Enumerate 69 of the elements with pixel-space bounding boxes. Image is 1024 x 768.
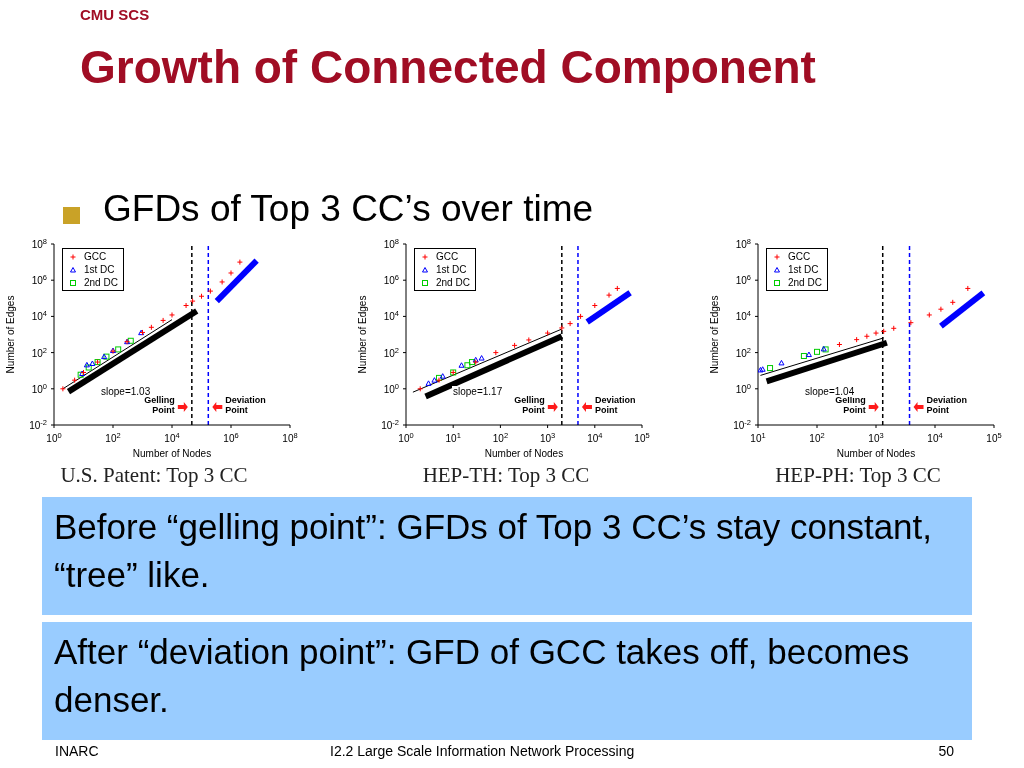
x-tick-label: 10$^{3}$ bbox=[868, 430, 884, 444]
x-tick-label: 10$^{5}$ bbox=[986, 430, 1002, 444]
x-tick-label: 10$^{4}$ bbox=[587, 430, 603, 444]
annotation: slope=1.17 bbox=[453, 386, 503, 397]
x-tick-label: 10$^{4}$ bbox=[927, 430, 943, 444]
legend-label: GCC bbox=[788, 250, 811, 263]
legend-label: 2nd DC bbox=[436, 276, 470, 289]
y-tick-label: 10$^{0}$ bbox=[31, 381, 47, 395]
ref-line-label: Gelling Point bbox=[835, 395, 866, 415]
x-tick-label: 10$^{2}$ bbox=[809, 430, 825, 444]
x-tick-label: 10$^{0}$ bbox=[46, 430, 62, 444]
y-tick-label: 10$^{8}$ bbox=[735, 236, 751, 250]
y-axis-title: Number of Edges bbox=[356, 295, 368, 374]
ref-line-label: Gelling Point bbox=[514, 395, 545, 415]
y-tick-label: 10$^{6}$ bbox=[31, 272, 47, 287]
ref-line-label: Deviation Point bbox=[594, 395, 636, 415]
text: 50 bbox=[938, 743, 954, 759]
x-tick-label: 10$^{1}$ bbox=[750, 430, 766, 444]
y-tick-label: 10$^{4}$ bbox=[383, 308, 399, 323]
annotation: slope=1.03 bbox=[101, 386, 151, 397]
y-tick-label: 10$^{2}$ bbox=[735, 345, 751, 359]
legend-label: 1st DC bbox=[84, 263, 115, 276]
y-tick-label: 10$^{2}$ bbox=[31, 345, 47, 359]
y-tick-label: 10$^{-2}$ bbox=[29, 417, 47, 431]
text: HEP-TH: Top 3 CC bbox=[422, 463, 590, 487]
x-axis-title: Number of Nodes bbox=[836, 448, 916, 459]
y-tick-label: 10$^{0}$ bbox=[383, 381, 399, 395]
x-tick-label: 10$^{5}$ bbox=[634, 430, 650, 444]
legend-label: 2nd DC bbox=[84, 276, 118, 289]
x-tick-label: 10$^{4}$ bbox=[164, 430, 180, 444]
x-tick-label: 10$^{1}$ bbox=[445, 430, 461, 444]
text: I2.2 Large Scale Information Network Processing bbox=[330, 743, 635, 759]
legend-label: 1st DC bbox=[436, 263, 467, 276]
y-tick-label: 10$^{6}$ bbox=[383, 272, 399, 287]
text: Growth of Connected Component bbox=[80, 41, 816, 93]
y-tick-label: 10$^{6}$ bbox=[735, 272, 751, 287]
x-tick-label: 10$^{2}$ bbox=[492, 430, 509, 444]
y-tick-label: 10$^{4}$ bbox=[31, 308, 47, 323]
text: After “deviation point”: GFD of GCC takes off, becomes denser. bbox=[54, 632, 910, 719]
x-tick-label: 10$^{3}$ bbox=[539, 430, 556, 444]
y-tick-label: 10$^{0}$ bbox=[735, 381, 751, 395]
y-tick-label: 10$^{4}$ bbox=[735, 308, 751, 323]
text: Before “gelling point”: GFDs of Top 3 CC’s stay constant, “tree” like. bbox=[54, 507, 933, 594]
x-tick-label: 10$^{0}$ bbox=[398, 430, 414, 444]
y-tick-label: 10$^{-2}$ bbox=[381, 417, 399, 431]
x-tick-label: 10$^{2}$ bbox=[105, 430, 121, 444]
text: INARC bbox=[55, 743, 99, 759]
x-axis-title: Number of Nodes bbox=[132, 448, 212, 459]
legend-label: GCC bbox=[436, 250, 459, 263]
annotation: slope=1.04 bbox=[805, 386, 855, 397]
legend-label: 2nd DC bbox=[788, 276, 822, 289]
legend-label: GCC bbox=[84, 250, 107, 263]
text: CMU SCS bbox=[80, 6, 150, 23]
legend-label: 1st DC bbox=[788, 263, 819, 276]
x-tick-label: 10$^{6}$ bbox=[223, 430, 239, 444]
y-tick-label: 10$^{-2}$ bbox=[733, 417, 751, 431]
ref-line-label: Deviation Point bbox=[225, 395, 266, 415]
text: HEP-PH: Top 3 CC bbox=[775, 463, 941, 487]
ref-line-label: Deviation Point bbox=[926, 395, 968, 415]
y-axis-title: Number of Edges bbox=[708, 295, 720, 374]
y-tick-label: 10$^{8}$ bbox=[383, 236, 399, 250]
y-tick-label: 10$^{2}$ bbox=[383, 345, 399, 359]
y-tick-label: 10$^{8}$ bbox=[31, 236, 47, 250]
text: U.S. Patent: Top 3 CC bbox=[60, 463, 248, 487]
x-axis-title: Number of Nodes bbox=[484, 448, 564, 459]
x-tick-label: 10$^{8}$ bbox=[282, 430, 298, 444]
text: GFDs of Top 3 CC’s over time bbox=[103, 188, 594, 229]
y-axis-title: Number of Edges bbox=[4, 295, 16, 374]
ref-line-label: Gelling Point bbox=[144, 395, 175, 415]
